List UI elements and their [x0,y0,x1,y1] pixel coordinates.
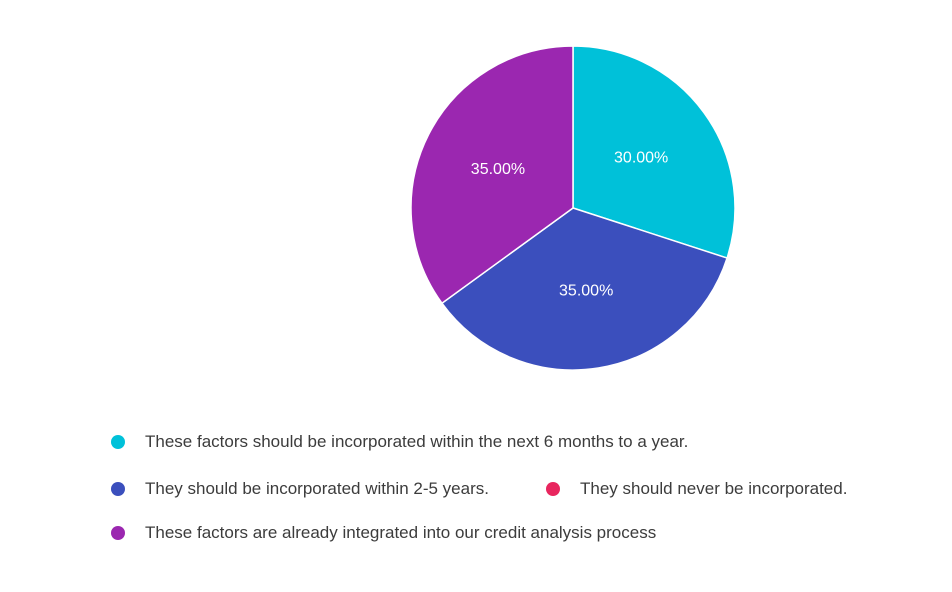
pie-slice-3[interactable] [410,45,574,305]
pie-slices [410,45,736,371]
legend-swatch-icon [111,526,125,540]
pie-slice-labels: 30.00% 35.00% 35.00% [471,150,668,300]
legend-swatch-icon [111,435,125,449]
pie-slice-label: 35.00% [559,282,613,299]
legend-label: These factors should be incorporated wit… [145,432,689,451]
legend-label: They should never be incorporated. [580,479,848,498]
pie-chart: 30.00% 35.00% 35.00% [410,45,736,371]
pie-slice-0[interactable] [572,45,736,260]
legend-item-never[interactable]: They should never be incorporated. [546,479,847,499]
legend-label: They should be incorporated within 2-5 y… [145,479,489,498]
legend-swatch-icon [111,482,125,496]
pie-slice-label: 35.00% [471,161,525,178]
legend-swatch-icon [546,482,560,496]
legend-label: These factors are already integrated int… [145,523,657,542]
legend-item-2-5-years[interactable]: They should be incorporated within 2-5 y… [111,479,489,499]
legend-item-next-6-months[interactable]: These factors should be incorporated wit… [111,432,688,452]
legend-item-already-integrated[interactable]: These factors are already integrated int… [111,523,656,543]
pie-slice-1[interactable] [440,207,729,371]
pie-slice-label: 30.00% [614,150,668,167]
pie-chart-svg: 30.00% 35.00% 35.00% [410,45,736,371]
